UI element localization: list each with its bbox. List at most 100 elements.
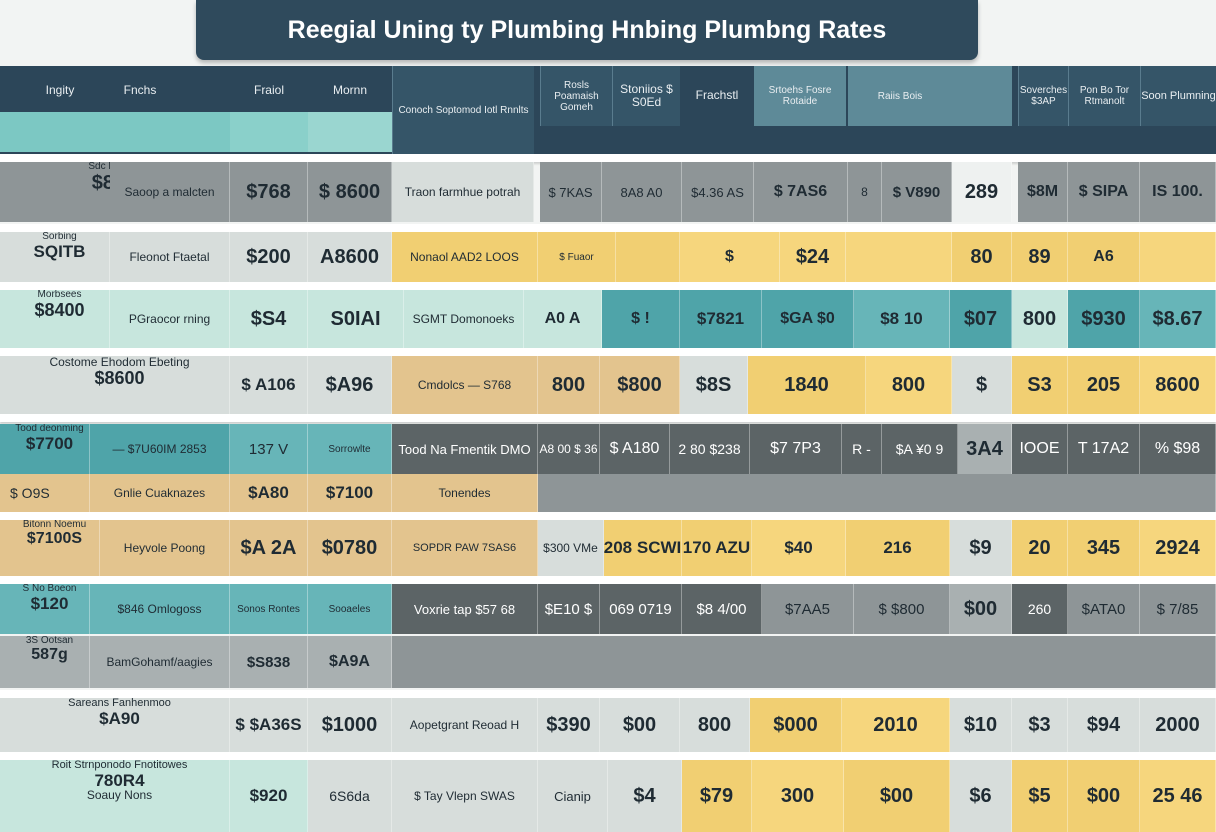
cell-value: % $98	[1154, 440, 1201, 457]
cell-sub-label: Bitonn Noemu	[22, 520, 87, 530]
cell-value: $ A106	[241, 375, 296, 394]
table-cell: $7100	[308, 474, 392, 512]
table-cell: 80	[952, 232, 1012, 282]
table-cell: $7AA5	[762, 584, 854, 634]
cell-value: $ 7/85	[1156, 600, 1199, 618]
cell-value: $4	[633, 784, 656, 807]
table-cell: $S838	[230, 636, 308, 688]
table-row: 3S Ootsan 587g BamGohamf/aagies $S838 $A…	[0, 636, 1216, 688]
table-cell: S No Boeon $120	[0, 584, 90, 634]
cell-value: BamGohamf/aagies	[106, 655, 213, 669]
cell-value: S0IAI	[330, 307, 381, 330]
row-divider	[0, 512, 1216, 520]
table-cell: Sooaeles	[308, 584, 392, 634]
cell-value: $ $A36S	[235, 715, 302, 734]
table-cell: $ $800	[854, 584, 950, 634]
cell-value: 8A8 A0	[620, 184, 663, 200]
table-cell: $7 7P3	[750, 424, 842, 474]
cell-value: 8	[861, 185, 868, 199]
table-cell: $ V890	[882, 162, 952, 222]
table-cell: $920	[230, 760, 308, 832]
table-cell: Cmdolcs — S768	[392, 356, 538, 414]
table-cell: $300 VMe	[538, 520, 604, 576]
table-cell: $200	[230, 232, 308, 282]
header-cell: Rosls Poamaish Gomeh	[540, 66, 612, 126]
table-cell: $ A180	[600, 424, 670, 474]
table-cell: $4.36 AS	[682, 162, 754, 222]
table-cell: $ !	[602, 290, 680, 348]
cell-value: PGraocor rning	[128, 312, 211, 326]
table-cell: Tood Na Fmentik DMO	[392, 424, 538, 474]
cell-value: $S4	[250, 307, 287, 330]
cell-value: $S838	[246, 653, 291, 671]
table-cell: $768	[230, 162, 308, 222]
table-cell: $94	[1068, 698, 1140, 752]
table-cell: $ 7AS6	[754, 162, 848, 222]
header-accent-strip	[230, 112, 308, 152]
cell-sub-label: S No Boeon	[22, 584, 77, 594]
cell-value: Fleonot Ftaetal	[129, 250, 210, 264]
header-cell: Soverches $3AP	[1018, 66, 1068, 126]
title-banner: Reegial Uning ty Plumbing Hnbing Plumbng…	[196, 0, 978, 60]
table-cell: $10	[950, 698, 1012, 752]
table-cell: SGMT Domonoeks	[404, 290, 524, 348]
table-cell: 8600	[1140, 356, 1216, 414]
cell-value: $768	[246, 180, 291, 203]
row-divider	[0, 690, 1216, 698]
table-cell: $E10 $	[538, 584, 600, 634]
cell-value: 80	[970, 245, 993, 268]
table-cell: Bitonn Noemu $7100S	[0, 520, 100, 576]
table-cell: $3	[1012, 698, 1068, 752]
table-cell: 800	[680, 698, 750, 752]
cell-value: 800	[891, 373, 926, 396]
table-cell: Fleonot Ftaetal	[110, 232, 230, 282]
table-cell: BamGohamf/aagies	[90, 636, 230, 688]
cell-sub-label: Soauy Nons	[86, 788, 153, 803]
cell-value: 260	[1027, 601, 1052, 617]
cell-value: $	[725, 248, 734, 265]
cell-value: Sooaeles	[328, 603, 371, 615]
table-cell: % $98	[1140, 424, 1216, 474]
table-cell: $S4	[230, 290, 308, 348]
cell-value: 216	[883, 538, 912, 557]
table-cell: 1840	[748, 356, 866, 414]
table-row: Sdc Emoodes $8750 Saoop a malcten $768 $…	[0, 162, 1216, 222]
table-cell: — $7U60IM 2853	[90, 424, 230, 474]
cell-value: $GA $0	[780, 310, 835, 327]
table-cell: Sorrowlte	[308, 424, 392, 474]
table-cell: $A 2A	[230, 520, 308, 576]
table-cell: Nonaol AAD2 LOOS	[392, 232, 538, 282]
cell-value: $79	[699, 784, 734, 807]
cell-value: Cianip	[554, 788, 591, 804]
cell-value: IS 100.	[1152, 183, 1203, 200]
cell-value: Aopetgrant Reoad H	[409, 718, 520, 732]
cell-value: $	[975, 373, 988, 396]
row-divider	[0, 414, 1216, 422]
table-row: Sorbing SQITB Fleonot Ftaetal $200 A8600…	[0, 232, 1216, 282]
table-cell: 216	[846, 520, 950, 576]
table-cell: $ SIPA	[1068, 162, 1140, 222]
table-cell: $ Tay Vlepn SWAS	[392, 760, 538, 832]
row-divider	[0, 224, 1216, 232]
cell-value: $8S	[695, 373, 732, 396]
cell-value: $800	[617, 373, 662, 396]
cell-value: $24	[795, 245, 830, 268]
cell-value: $7821	[696, 309, 745, 328]
cell-value: 800	[1022, 307, 1057, 330]
cell-value: $ATA0	[1081, 600, 1126, 618]
table-cell: $4	[608, 760, 682, 832]
table-cell: $8 4/00	[682, 584, 762, 634]
row-divider	[0, 576, 1216, 584]
header-cell: Soon Plumning	[1140, 66, 1216, 126]
header-cell: Raiis Bois	[848, 66, 952, 126]
table-cell: $8.67	[1140, 290, 1216, 348]
cell-sub-label: Morbsees	[37, 290, 82, 300]
cell-sub-label: Sorbing	[42, 232, 77, 242]
table-cell: R -	[842, 424, 882, 474]
cell-value: 8600	[1155, 373, 1200, 396]
table-cell: $00	[950, 584, 1012, 634]
table-cell: Cianip	[538, 760, 608, 832]
table-cell: A8600	[308, 232, 392, 282]
table-cell: A6	[1068, 232, 1140, 282]
table-cell: SOPDR PAW 7SAS6	[392, 520, 538, 576]
